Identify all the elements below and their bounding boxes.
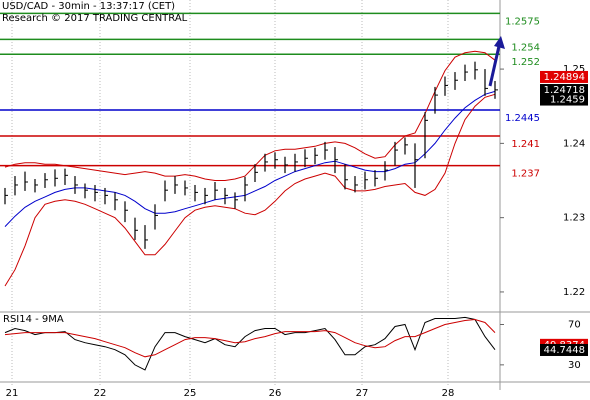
x-tick-label: 21 [6, 388, 19, 399]
level-label: 1.2445 [505, 113, 540, 124]
level-label: 1.252 [511, 57, 540, 68]
value-tag: 1.2459 [540, 93, 588, 106]
level-label: 1.241 [511, 139, 540, 150]
value-tag: 1.24718 [540, 84, 588, 97]
y-tick-label: 1.22 [563, 287, 585, 298]
forecast-arrow [488, 45, 501, 87]
x-tick-label: 25 [184, 388, 197, 399]
x-tick-label: 28 [442, 388, 455, 399]
y-tick-label: 30 [568, 360, 581, 371]
indicator-line [4, 93, 496, 287]
y-tick-label: 1.24 [563, 138, 585, 149]
chart-subtitle: Research © 2017 TRADING CENTRAL [2, 13, 188, 24]
indicator-line [4, 90, 496, 227]
rsi-line [4, 316, 496, 371]
x-tick-label: 27 [356, 388, 369, 399]
forecast-arrow-head [494, 36, 505, 49]
level-label: 1.237 [511, 169, 540, 180]
panel-title: RSI14 - 9MA [3, 314, 64, 325]
y-tick-label: 70 [568, 320, 581, 331]
value-tag-box [540, 343, 588, 356]
y-tick-label: 1.25 [563, 64, 585, 75]
value-tag-label: 1.24894 [544, 72, 585, 83]
chart-title: USD/CAD - 30min - 13:37:17 (CET) [2, 1, 175, 12]
value-tag-box [540, 93, 588, 106]
value-tag: 44.7448 [540, 343, 588, 356]
value-tag: 1.24894 [540, 70, 588, 83]
value-tag-label: 1.2459 [550, 95, 585, 106]
x-tick-label: 26 [269, 388, 282, 399]
value-tag-label: 1.24718 [544, 85, 585, 96]
value-tag-box [540, 84, 588, 97]
indicator-line [4, 50, 496, 181]
rsi-line [4, 318, 496, 358]
value-tag-label: 44.7448 [544, 345, 585, 356]
x-tick-label: 22 [94, 388, 107, 399]
level-label: 1.2575 [505, 16, 540, 27]
value-tag-box [540, 70, 588, 83]
level-label: 1.254 [511, 42, 540, 53]
y-tick-label: 1.23 [563, 213, 585, 224]
